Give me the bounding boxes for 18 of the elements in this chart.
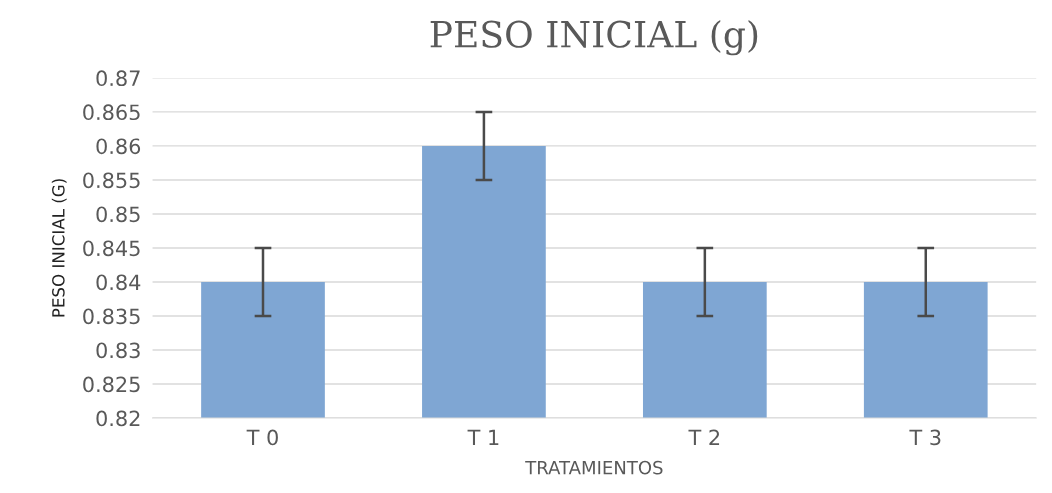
- y-axis-title: PESO INICIAL (G): [51, 179, 67, 317]
- y-tick-label: 0.86: [96, 138, 141, 155]
- y-tick-label: 0.84: [96, 274, 141, 291]
- x-tick-label: T 3: [909, 429, 941, 446]
- y-tick-label: 0.835: [83, 308, 140, 325]
- chart-title: PESO INICIAL (g): [430, 19, 758, 56]
- y-tick-label: 0.85: [96, 206, 140, 223]
- y-tick-label: 0.865: [83, 104, 140, 121]
- x-tick-label: T 1: [467, 429, 499, 446]
- y-tick-label: 0.845: [83, 240, 140, 257]
- y-tick-label: 0.855: [83, 172, 140, 189]
- y-tick-label: 0.82: [96, 410, 140, 427]
- x-tick-label: T 2: [688, 429, 720, 446]
- x-axis-title: TRATAMIENTOS: [525, 460, 663, 475]
- y-tick-label: 0.83: [96, 342, 140, 359]
- y-tick-label: 0.825: [83, 376, 140, 393]
- y-tick-label: 0.87: [96, 70, 140, 87]
- x-tick-label: T 0: [246, 429, 278, 446]
